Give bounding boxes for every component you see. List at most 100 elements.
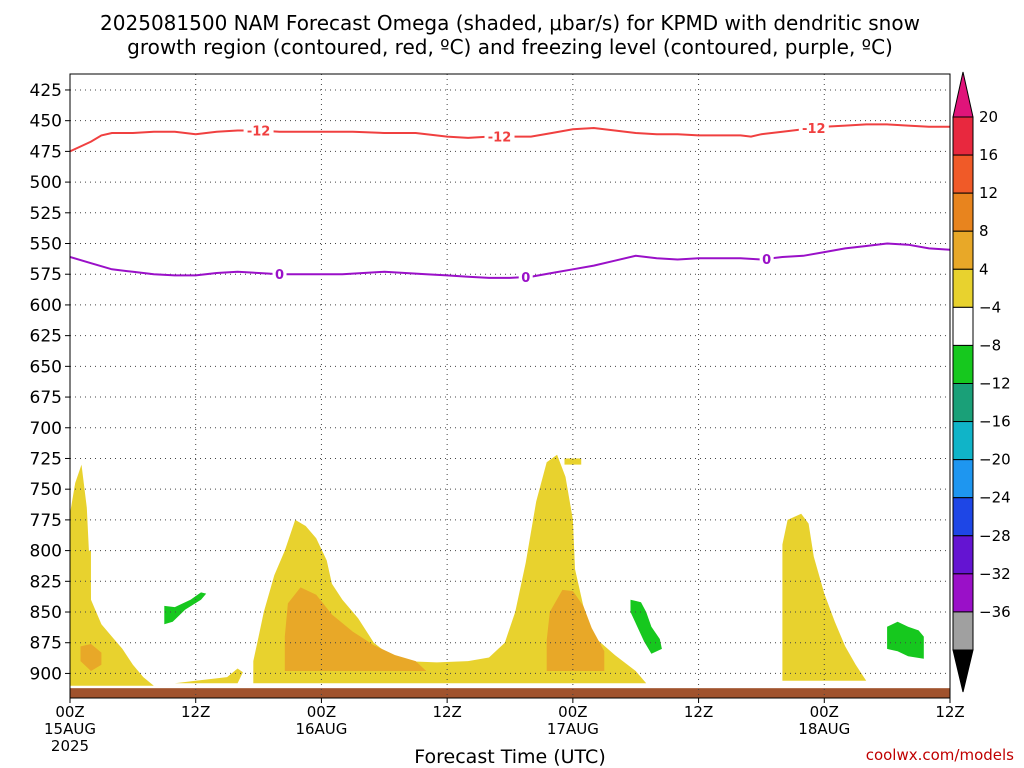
colorbar-swatch-2: [952, 192, 974, 232]
contour-label-bg: [272, 266, 287, 283]
contours: -12 -12 -12 0 0 0: [70, 120, 950, 286]
colorbar-label-13: −36: [979, 603, 1011, 621]
plot-frame: [69, 73, 951, 699]
y-tick-label-525: 525: [30, 204, 62, 224]
contour-label-0-2: -12: [802, 122, 826, 137]
x-tick-time-0: 00Z: [55, 703, 84, 721]
x-tick-time-4: 00Z: [558, 703, 587, 721]
colorbar-label-3: 8: [979, 222, 989, 240]
contour-label-1-0: 0: [275, 268, 284, 283]
y-tick-label-425: 425: [30, 81, 62, 101]
contour-label-bg: [759, 250, 774, 267]
contour-label-1-2: 0: [762, 253, 771, 268]
colorbar-swatch-0: [952, 116, 974, 156]
colorbar-label-4: 4: [979, 260, 989, 278]
y-axis: 425 450 475 500 525 550 575 600 625 650 675 700 725 7…: [30, 81, 70, 684]
y-tick-label-500: 500: [30, 173, 62, 193]
colorbar-label-10: −24: [979, 489, 1011, 507]
colorbar: 20 16 12 8 4 −4 −8 −12 −16 −20 −24 −28 −32 −36: [952, 71, 1011, 693]
colorbar-swatch-4: [952, 268, 974, 308]
colorbar-bottom-triangle: [952, 649, 974, 693]
y-tick-label-875: 875: [30, 634, 62, 654]
x-tick-time-5: 12Z: [684, 703, 713, 721]
y-tick-label-850: 850: [30, 603, 62, 623]
y-tick-label-700: 700: [30, 419, 62, 439]
colorbar-top-triangle: [952, 71, 974, 118]
colorbar-label-11: −28: [979, 527, 1011, 545]
y-tick-label-775: 775: [30, 511, 62, 531]
colorbar-label-6: −8: [979, 336, 1001, 354]
colorbar-swatch-6: [952, 344, 974, 384]
x-tick-year-0: 2025: [51, 737, 89, 755]
colorbar-swatch-10: [952, 497, 974, 537]
omega-shading: [70, 454, 924, 686]
colorbar-swatch-12: [952, 573, 974, 613]
chart-title-line2: growth region (contoured, red, ºC) and f…: [127, 35, 893, 59]
chart-title-line1: 2025081500 NAM Forecast Omega (shaded, μ…: [100, 11, 920, 35]
colorbar-label-8: −16: [979, 413, 1011, 431]
omega-region-4: [284, 587, 427, 671]
y-tick-label-550: 550: [30, 235, 62, 255]
terrain-band: [70, 688, 950, 698]
x-tick-time-2: 00Z: [307, 703, 336, 721]
y-tick-label-600: 600: [30, 296, 62, 316]
x-tick-time-1: 12Z: [181, 703, 210, 721]
colorbar-swatch-3: [952, 230, 974, 270]
contour-label-bg: [518, 268, 533, 285]
y-tick-label-725: 725: [30, 449, 62, 469]
x-tick-time-3: 12Z: [432, 703, 461, 721]
omega-region-1: [80, 644, 102, 671]
y-tick-label-575: 575: [30, 265, 62, 285]
omega-bar-0: [564, 458, 582, 465]
x-tick-date-4: 17AUG: [547, 720, 599, 738]
colorbar-label-12: −32: [979, 565, 1011, 583]
colorbar-label-2: 12: [979, 184, 998, 202]
contour-label-1-1: 0: [521, 271, 530, 286]
y-tick-label-625: 625: [30, 327, 62, 347]
colorbar-label-7: −12: [979, 375, 1011, 393]
y-tick-label-450: 450: [30, 112, 62, 132]
omega-bar-1: [85, 550, 91, 613]
omega-region-0: [70, 464, 154, 686]
credit-text: coolwx.com/models: [866, 746, 1014, 764]
colorbar-swatch-13: [952, 611, 974, 651]
y-tick-label-800: 800: [30, 542, 62, 562]
x-tick-date-2: 16AUG: [295, 720, 347, 738]
terrain-rect: [70, 688, 950, 698]
y-tick-label-825: 825: [30, 572, 62, 592]
y-tick-label-475: 475: [30, 142, 62, 162]
colorbar-swatch-5: [952, 306, 974, 346]
colorbar-swatch-7: [952, 383, 974, 423]
contour-label-bg: [484, 128, 515, 145]
colorbar-label-9: −20: [979, 451, 1011, 469]
contour-label-bg: [798, 120, 829, 137]
omega-region-2: [174, 668, 243, 684]
colorbar-swatch-1: [952, 154, 974, 194]
contour-line-1: [70, 242, 950, 279]
y-tick-label-675: 675: [30, 388, 62, 408]
omega-negative-region-0: [164, 592, 207, 625]
colorbar-swatch-8: [952, 421, 974, 461]
x-axis-label: Forecast Time (UTC): [414, 746, 605, 768]
omega-region-6: [782, 513, 867, 681]
omega-region-5: [546, 589, 605, 671]
contour-label-0-1: -12: [488, 131, 512, 146]
colorbar-label-5: −4: [979, 298, 1001, 316]
contour-label-bg: [243, 122, 274, 139]
omega-negative-region-1: [630, 599, 662, 654]
x-tick-time-7: 12Z: [935, 703, 964, 721]
y-tick-label-750: 750: [30, 480, 62, 500]
contour-label-0-0: -12: [247, 125, 271, 140]
x-tick-time-6: 00Z: [810, 703, 839, 721]
colorbar-label-1: 16: [979, 146, 998, 164]
colorbar-swatch-11: [952, 535, 974, 575]
x-tick-date-0: 15AUG: [44, 720, 96, 738]
omega-region-3: [253, 454, 647, 684]
colorbar-label-0: 20: [979, 108, 998, 126]
omega-negative-region-2: [887, 621, 924, 659]
y-tick-label-650: 650: [30, 357, 62, 377]
x-tick-date-6: 18AUG: [798, 720, 850, 738]
y-tick-label-900: 900: [30, 664, 62, 684]
